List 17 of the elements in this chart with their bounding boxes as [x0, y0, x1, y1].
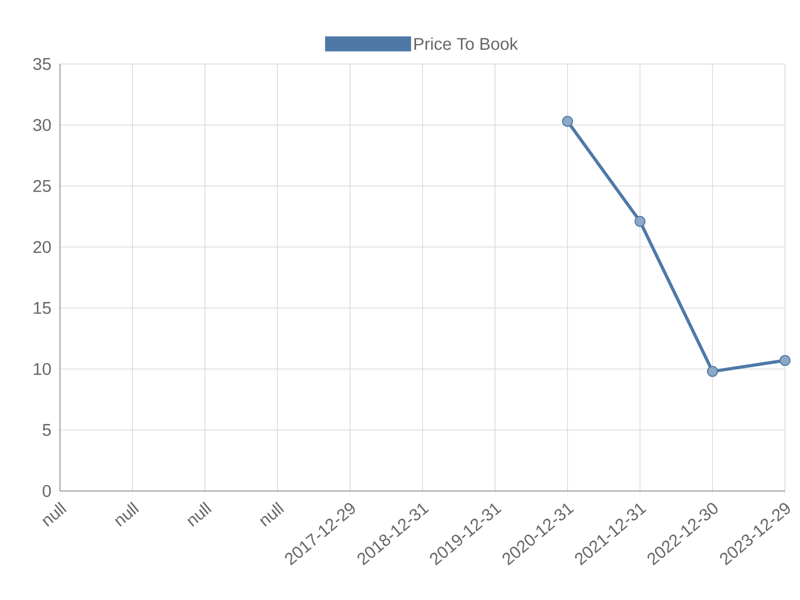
x-tick-label: null: [42, 502, 67, 527]
y-tick-label: 35: [33, 58, 51, 70]
y-tick-label: 30: [33, 118, 51, 132]
y-tick-label: 20: [33, 240, 51, 254]
point: [707, 366, 718, 377]
y-tick-label: 5: [42, 424, 51, 436]
y-tick-label: 25: [33, 180, 51, 192]
y-tick-label: 0: [42, 484, 51, 498]
y-tick-label: 15: [34, 302, 51, 314]
point: [562, 116, 574, 127]
point: [780, 354, 791, 366]
x-tick-label: null: [260, 502, 284, 527]
y-tick-label: 10: [34, 362, 51, 376]
point: [634, 216, 646, 227]
x-tick-label: null: [114, 502, 140, 527]
text: Price To Book: [414, 37, 518, 50]
x-tick-label: null: [187, 502, 212, 527]
